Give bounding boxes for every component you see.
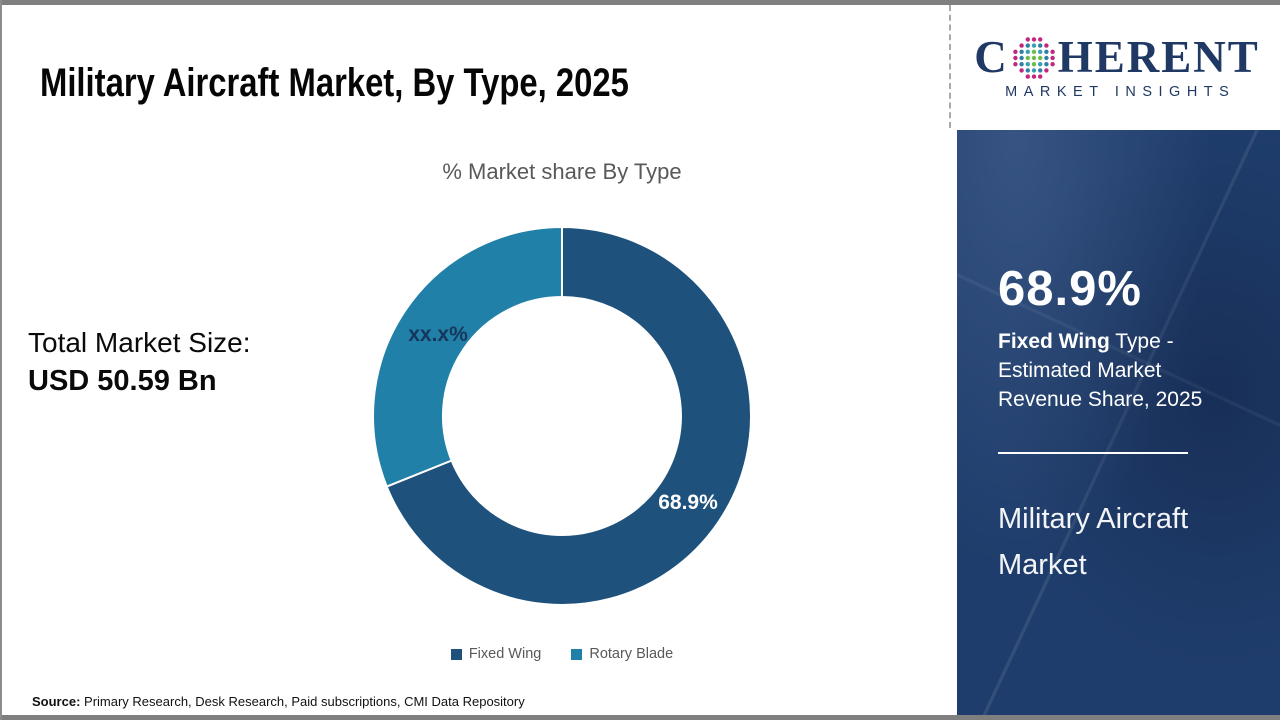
legend-swatch-fixed-wing-icon	[450, 648, 462, 660]
sidebar-stat-segment: Fixed Wing	[998, 330, 1110, 353]
slice-rotary-blade	[372, 226, 563, 488]
top-border-bar	[2, 0, 1280, 5]
globe-dots-icon	[1012, 36, 1055, 79]
legend-item-fixed-wing: Fixed Wing	[450, 646, 542, 662]
donut-chart-svg: 68.9% xx.x%	[372, 226, 753, 606]
bottom-border-bar	[2, 715, 1280, 720]
total-market-size-label: Total Market Size:	[28, 327, 251, 358]
legend-label-fixed-wing: Fixed Wing	[468, 646, 542, 662]
total-market-size-block: Total Market Size: USD 50.59 Bn	[28, 324, 251, 400]
brand-logo-subtitle: MARKET INSIGHTS	[1005, 84, 1236, 100]
chart-title: % Market share By Type	[442, 159, 682, 184]
total-market-size-value: USD 50.59 Bn	[28, 365, 217, 397]
dashed-separator	[949, 5, 951, 128]
brand-logo: C HERENT MARKET INSIGHTS	[952, 5, 1280, 130]
slice-label-fixed-wing: 68.9%	[658, 491, 718, 514]
sidebar-stat-caption: Type - Estimated Market Revenue Share, 2…	[998, 330, 1203, 411]
sidebar-stat-description: Fixed Wing Type - Estimated Market Reven…	[998, 327, 1218, 414]
chart-legend: Fixed Wing Rotary Blade	[362, 646, 762, 662]
brand-logo-wordmark: C HERENT	[974, 35, 1260, 80]
slice-label-rotary-blade: xx.x%	[408, 323, 468, 346]
legend-item-rotary-blade: Rotary Blade	[571, 646, 673, 662]
sidebar-stat-value: 68.9%	[998, 262, 1142, 316]
source-attribution: Source: Primary Research, Desk Research,…	[32, 694, 525, 709]
sidebar-panel: 68.9% Fixed Wing Type - Estimated Market…	[957, 130, 1280, 720]
sidebar-report-name: Military Aircraft Market	[998, 503, 1189, 581]
page-title: Military Aircraft Market, By Type, 2025	[40, 60, 629, 105]
source-text: Primary Research, Desk Research, Paid su…	[80, 694, 525, 709]
legend-label-rotary-blade: Rotary Blade	[589, 646, 674, 662]
legend-swatch-rotary-blade-icon	[571, 648, 583, 660]
sidebar-divider-line	[998, 452, 1188, 454]
slice-fixed-wing	[385, 226, 753, 606]
logo-letters-rest: HERENT	[1057, 32, 1260, 82]
logo-letter-c: C	[974, 32, 1009, 82]
source-label: Source:	[32, 694, 81, 709]
donut-chart: 68.9% xx.x%	[362, 216, 762, 616]
